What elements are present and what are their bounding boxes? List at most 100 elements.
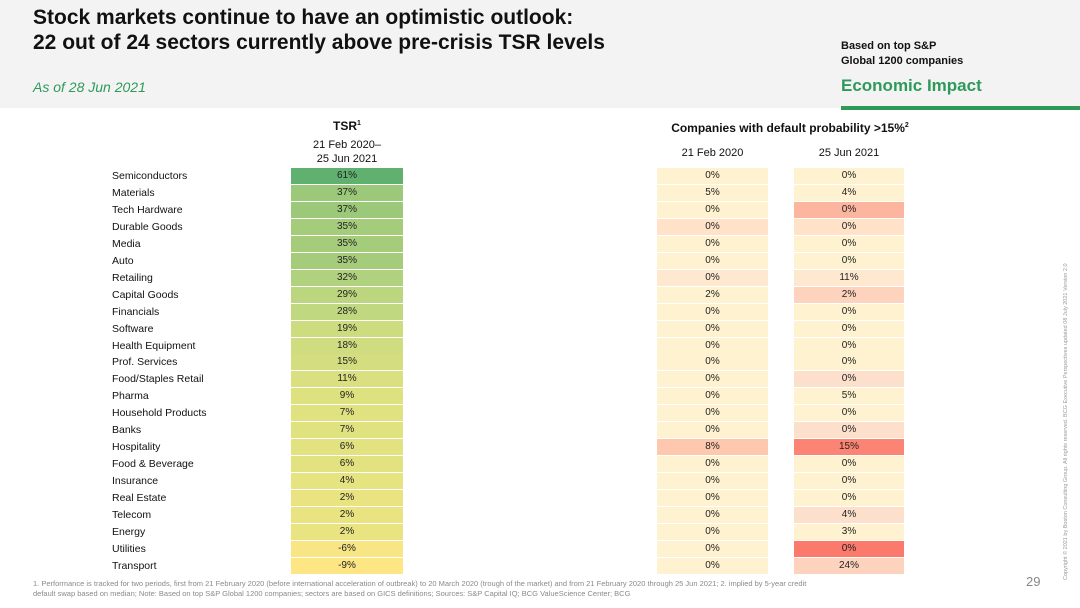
- jun-default-cell-media: 0%: [794, 235, 904, 252]
- tsr-cell-utilities: -6%: [291, 540, 403, 557]
- sector-label-retailing: Retailing: [112, 271, 153, 284]
- sector-label-banks: Banks: [112, 424, 142, 437]
- tsr-cell-food-staples-retail: 11%: [291, 371, 403, 388]
- sector-label-durable-goods: Durable Goods: [112, 220, 183, 233]
- sector-label-materials: Materials: [112, 186, 155, 199]
- header-band: [0, 0, 1080, 108]
- as-of-date: As of 28 Jun 2021: [33, 79, 146, 95]
- feb-header: 21 Feb 2020: [681, 147, 744, 159]
- jun-default-cell-transport: 24%: [794, 557, 904, 574]
- jun-default-cell-utilities: 0%: [794, 540, 904, 557]
- jun-default-cell-auto: 0%: [794, 252, 904, 269]
- sector-label-health-equipment: Health Equipment: [112, 339, 196, 352]
- jun-default-cell-prof-services: 0%: [794, 354, 904, 371]
- tsr-cell-media: 35%: [291, 235, 403, 252]
- jun-header: 25 Jun 2021: [818, 147, 880, 159]
- feb-default-cell-semiconductors: 0%: [657, 168, 768, 184]
- tsr-cell-financials: 28%: [291, 303, 403, 320]
- tsr-cell-food-beverage: 6%: [291, 456, 403, 473]
- jun-default-cell-retailing: 11%: [794, 269, 904, 286]
- default-prob-header-label: Companies with default probability >15%: [671, 121, 905, 135]
- footnote: 1. Performance is tracked for two period…: [33, 579, 993, 599]
- jun-default-cell-food-staples-retail: 0%: [794, 371, 904, 388]
- jun-default-cell-insurance: 0%: [794, 473, 904, 490]
- feb-default-cell-capital-goods: 2%: [657, 286, 768, 303]
- tsr-header: TSR1: [291, 117, 403, 133]
- jun-default-cell-health-equipment: 0%: [794, 337, 904, 354]
- feb-default-cell-software: 0%: [657, 320, 768, 337]
- default-prob-header: Companies with default probability >15%2: [640, 119, 940, 135]
- sector-label-telecom: Telecom: [112, 509, 152, 521]
- jun-default-cell-materials: 4%: [794, 184, 904, 201]
- tsr-cell-energy: 2%: [291, 523, 403, 540]
- tsr-cell-prof-services: 15%: [291, 354, 403, 371]
- tsr-cell-insurance: 4%: [291, 473, 403, 490]
- tsr-period-line-2: 25 Jun 2021: [316, 153, 378, 165]
- sector-label-prof-services: Prof. Services: [112, 356, 178, 369]
- feb-default-cell-real-estate: 0%: [657, 490, 768, 507]
- sector-label-real-estate: Real Estate: [112, 492, 167, 505]
- section-label: Economic Impact: [841, 76, 982, 95]
- default-footnote-mark: 2: [904, 122, 909, 129]
- page-number: 29: [1026, 574, 1041, 589]
- sector-label-tech-hardware: Tech Hardware: [112, 203, 183, 216]
- feb-default-cell-energy: 0%: [657, 523, 768, 540]
- jun-default-cell-hospitality: 15%: [794, 439, 904, 456]
- footnote-line-1: 1. Performance is tracked for two period…: [33, 579, 807, 588]
- feb-default-cell-banks: 0%: [657, 422, 768, 439]
- tsr-cell-telecom: 2%: [291, 507, 403, 523]
- sector-label-food-staples-retail: Food/Staples Retail: [112, 373, 204, 386]
- feb-default-cell-retailing: 0%: [657, 269, 768, 286]
- sector-label-semiconductors: Semiconductors: [112, 170, 188, 182]
- tsr-cell-durable-goods: 35%: [291, 218, 403, 235]
- feb-default-cell-hospitality: 8%: [657, 439, 768, 456]
- tsr-cell-household-products: 7%: [291, 405, 403, 422]
- jun-default-cell-banks: 0%: [794, 422, 904, 439]
- jun-default-cell-energy: 3%: [794, 523, 904, 540]
- feb-default-cell-food-staples-retail: 0%: [657, 371, 768, 388]
- jun-default-cell-real-estate: 0%: [794, 490, 904, 507]
- jun-default-cell-household-products: 0%: [794, 405, 904, 422]
- tsr-cell-transport: -9%: [291, 557, 403, 574]
- title-line-2: 22 out of 24 sectors currently above pre…: [33, 31, 605, 54]
- sector-label-capital-goods: Capital Goods: [112, 288, 179, 301]
- copyright-notice: Copyright © 2021 by Boston Consulting Gr…: [1063, 263, 1069, 580]
- feb-default-cell-food-beverage: 0%: [657, 456, 768, 473]
- sector-label-software: Software: [112, 322, 154, 335]
- tsr-cell-auto: 35%: [291, 252, 403, 269]
- section-underline: [841, 106, 1080, 110]
- tsr-cell-retailing: 32%: [291, 269, 403, 286]
- tsr-cell-tech-hardware: 37%: [291, 201, 403, 218]
- feb-default-cell-household-products: 0%: [657, 405, 768, 422]
- jun-default-cell-software: 0%: [794, 320, 904, 337]
- title-line-1: Stock markets continue to have an optimi…: [33, 6, 574, 29]
- jun-default-cell-food-beverage: 0%: [794, 456, 904, 473]
- sector-label-hospitality: Hospitality: [112, 441, 161, 454]
- feb-default-cell-media: 0%: [657, 235, 768, 252]
- sector-label-household-products: Household Products: [112, 407, 207, 420]
- tsr-cell-hospitality: 6%: [291, 439, 403, 456]
- sector-label-utilities: Utilities: [112, 542, 146, 555]
- feb-default-cell-health-equipment: 0%: [657, 337, 768, 354]
- feb-default-cell-tech-hardware: 0%: [657, 201, 768, 218]
- tsr-period-header: 21 Feb 2020– 25 Jun 2021: [276, 138, 418, 166]
- feb-default-cell-prof-services: 0%: [657, 354, 768, 371]
- based-on-note: Based on top S&P Global 1200 companies: [841, 39, 963, 69]
- tsr-cell-capital-goods: 29%: [291, 286, 403, 303]
- tsr-cell-materials: 37%: [291, 184, 403, 201]
- tsr-period-line-1: 21 Feb 2020–: [313, 139, 381, 151]
- based-on-line-1: Based on top S&P: [841, 40, 937, 52]
- feb-default-cell-pharma: 0%: [657, 388, 768, 405]
- tsr-cell-banks: 7%: [291, 422, 403, 439]
- tsr-cell-pharma: 9%: [291, 388, 403, 405]
- page-title: Stock markets continue to have an optimi…: [33, 5, 605, 55]
- sector-label-media: Media: [112, 237, 141, 250]
- based-on-line-2: Global 1200 companies: [841, 55, 964, 67]
- sector-label-food-beverage: Food & Beverage: [112, 458, 194, 471]
- jun-default-cell-tech-hardware: 0%: [794, 201, 904, 218]
- tsr-cell-software: 19%: [291, 320, 403, 337]
- sector-label-insurance: Insurance: [112, 475, 159, 488]
- jun-default-cell-durable-goods: 0%: [794, 218, 904, 235]
- sector-label-financials: Financials: [112, 305, 160, 318]
- tsr-footnote-mark: 1: [357, 120, 361, 127]
